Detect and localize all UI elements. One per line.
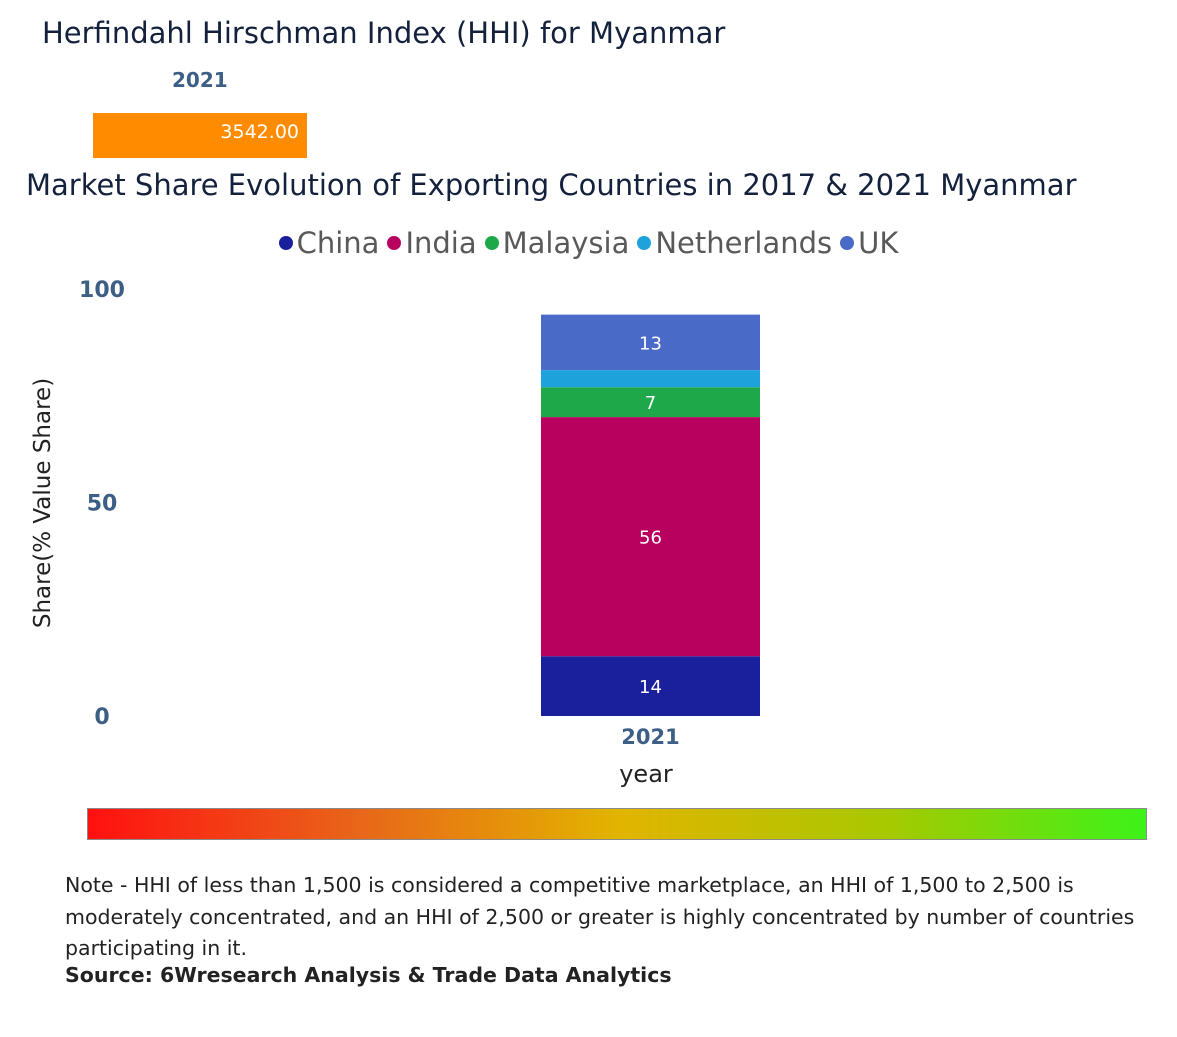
bar-segment-uk[interactable] [541, 314, 760, 371]
legend-dot [840, 236, 855, 250]
data-label-india: 56 [639, 528, 662, 549]
legend-dot [278, 236, 293, 250]
hhi-title: Herfindahl Hirschman Index (HHI) for Mya… [42, 16, 726, 50]
source-label: Source: 6Wresearch Analysis & Trade Data… [65, 963, 672, 987]
legend-dot [484, 236, 499, 250]
hhi-value-label: 3542.00 [220, 121, 299, 143]
legend-item-uk[interactable]: UK [840, 226, 898, 260]
legend-item-netherlands[interactable]: Netherlands [637, 226, 832, 260]
y-axis-label: Share(% Value Share) [30, 378, 56, 628]
legend-dot [637, 236, 652, 250]
y-tick-label: 100 [79, 278, 125, 303]
legend-dot [387, 236, 402, 250]
stacked-bar-chart: 0 50 100 Share(% Value Share) 14 56 7 13 2021 yea… [30, 278, 760, 788]
data-label-malaysia: 7 [645, 393, 656, 414]
bar-segment-china[interactable] [541, 656, 760, 716]
legend-item-india[interactable]: India [387, 226, 477, 260]
y-tick-label: 0 [94, 705, 109, 730]
bar-segment-netherlands[interactable] [541, 370, 760, 388]
y-tick-label: 50 [87, 492, 118, 517]
hhi-note: Note - HHI of less than 1,500 is conside… [65, 873, 1135, 960]
hhi-value-bar: 3542.00 [93, 113, 307, 158]
hhi-year-label: 2021 [172, 68, 228, 92]
legend-label: China [296, 226, 380, 260]
legend-label: UK [858, 226, 899, 260]
legend-label: Malaysia [502, 226, 630, 260]
x-axis-label: year [619, 760, 673, 788]
legend-item-malaysia[interactable]: Malaysia [484, 226, 630, 260]
bar-segment-malaysia[interactable] [541, 387, 760, 418]
chart-legend: China India Malaysia Netherlands UK [0, 226, 1177, 260]
x-tick-label: 2021 [621, 725, 679, 749]
legend-label: Netherlands [655, 226, 833, 260]
chart-title: Market Share Evolution of Exporting Coun… [26, 168, 1077, 202]
data-label-china: 14 [639, 677, 662, 698]
bar-segment-india[interactable] [541, 417, 760, 657]
legend-label: India [405, 226, 477, 260]
legend-item-china[interactable]: China [278, 226, 380, 260]
hhi-color-scale [87, 808, 1147, 840]
data-label-uk: 13 [639, 333, 662, 354]
